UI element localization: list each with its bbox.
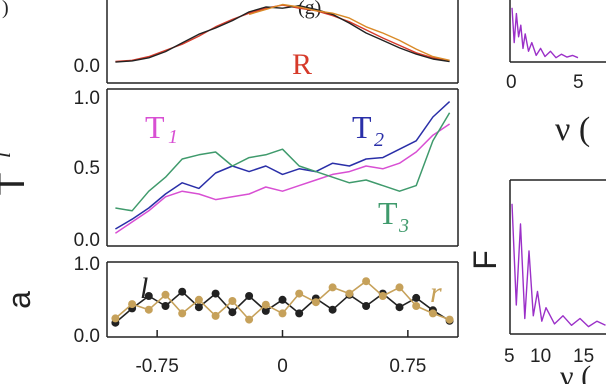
a-point-r-1 [128, 300, 137, 309]
a-point-r-17 [395, 283, 404, 292]
a-point-l-17 [395, 303, 404, 312]
a-point-l-4 [178, 287, 187, 296]
a-point-r-11 [295, 289, 304, 298]
nu-panel: 0 5 ν ( [506, 0, 606, 148]
a-point-r-9 [261, 300, 270, 309]
r-series-label: R [292, 48, 312, 81]
a-point-l-10 [278, 295, 287, 304]
t2-label: T 2 [352, 109, 384, 151]
a-point-l-13 [328, 305, 337, 314]
t-ytick-label-05: 0.5 [74, 158, 100, 179]
t-ytick-label-1: 1.0 [74, 88, 100, 109]
r-ytick-label: 0.0 [74, 56, 100, 77]
a-point-r-16 [378, 292, 387, 300]
a-xtick-label-1: 0 [277, 356, 288, 377]
a-point-l-5 [194, 303, 203, 312]
a-point-r-7 [228, 297, 237, 305]
nu-xtick-label-5: 5 [573, 72, 584, 93]
t-line-T1 [114, 123, 451, 234]
t2-label-sub: 2 [374, 129, 384, 151]
a-point-l-8 [245, 292, 254, 300]
f-xlabel: ν ( [560, 360, 591, 384]
t2-label-text: T [352, 109, 372, 145]
t3-label-sub: 3 [398, 215, 409, 237]
t-ytick-label-0: 0.0 [74, 230, 100, 251]
a-xtick-label-0: -0.75 [135, 356, 178, 377]
f-xtick-label-10: 10 [530, 346, 551, 367]
f-panel: F 5 10 15 ν ( [467, 179, 606, 384]
a-point-r-10 [278, 309, 287, 318]
a-point-r-8 [245, 315, 254, 324]
a-point-r-5 [194, 295, 203, 304]
a-point-r-20 [445, 315, 454, 324]
a-point-l-2 [144, 292, 153, 300]
r-line-2 [248, 3, 450, 61]
a-point-l-7 [228, 308, 237, 317]
a-l-label: l [140, 272, 148, 305]
a-point-r-12 [311, 298, 320, 307]
a-ytick-label-0: 0.0 [74, 326, 100, 347]
t3-label-text: T [378, 195, 398, 231]
nu-line-0 [511, 7, 579, 59]
a-point-r-15 [362, 277, 371, 286]
a-point-r-6 [211, 311, 220, 320]
t3-label: T 3 [378, 195, 409, 237]
a-point-r-14 [345, 289, 354, 298]
a-panel: 1.0 0.0 a l r -0.75 0 0.75 [1, 254, 459, 377]
r-line-0 [115, 4, 450, 63]
t-line-T3 [115, 112, 451, 212]
f-line-0 [511, 203, 606, 328]
t-ylabel-superscript: l [0, 152, 15, 158]
a-point-r-4 [178, 309, 187, 318]
t1-label-sub: 1 [168, 126, 178, 148]
a-point-r-0 [111, 314, 120, 323]
r-panel: 0.0 R [74, 0, 459, 84]
a-point-l-6 [211, 289, 220, 298]
t1-label-text: T [145, 109, 165, 145]
a-point-r-19 [428, 309, 437, 318]
a-point-r-2 [144, 305, 153, 314]
t-panel: 1.0 0.5 0.0 T l T 1 T 2 T 3 [0, 88, 459, 251]
a-point-r-3 [161, 290, 170, 299]
a-point-l-3 [161, 302, 170, 310]
panel-letter-partial: ) [2, 0, 9, 19]
a-ytick-label-1: 1.0 [74, 254, 100, 275]
f-ylabel: F [467, 250, 503, 270]
a-point-l-15 [362, 302, 371, 310]
a-point-l-9 [261, 306, 270, 315]
a-xtick-label-2: 0.75 [389, 356, 426, 377]
a-point-r-18 [412, 302, 421, 310]
a-r-label: r [430, 276, 442, 309]
r-line-1 [115, 5, 450, 63]
f-xtick-label-5: 5 [504, 346, 515, 367]
a-ylabel: a [1, 291, 37, 309]
t-ylabel: T [0, 172, 33, 195]
a-point-l-18 [412, 293, 421, 302]
a-point-r-13 [328, 283, 337, 292]
t1-label: T 1 [145, 109, 178, 148]
f-xtick-label-15: 15 [573, 346, 594, 367]
nu-xtick-label-0: 0 [506, 72, 517, 93]
t-line-T2 [115, 101, 451, 230]
nu-xlabel: ν ( [555, 111, 590, 148]
a-point-l-11 [295, 309, 304, 318]
